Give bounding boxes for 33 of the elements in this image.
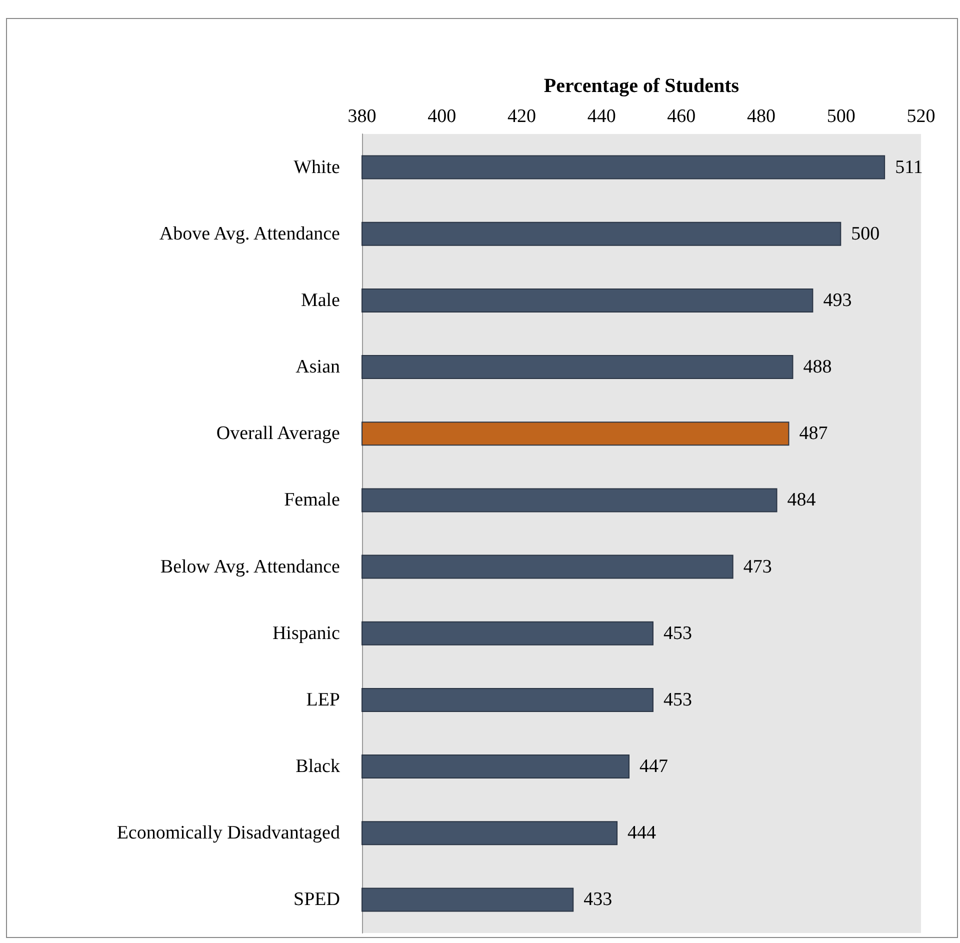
y-tick-label: Above Avg. Attendance bbox=[159, 223, 340, 244]
y-tick-label: White bbox=[294, 156, 340, 178]
y-tick-label: LEP bbox=[306, 689, 340, 710]
y-tick-label: Male bbox=[300, 290, 340, 311]
data-label: 444 bbox=[628, 822, 657, 844]
x-tick-label: 500 bbox=[826, 106, 856, 127]
y-tick-label: Economically Disadvantaged bbox=[116, 822, 340, 844]
data-label: 493 bbox=[823, 290, 852, 311]
data-label: 487 bbox=[799, 423, 828, 444]
data-label: 447 bbox=[640, 756, 668, 778]
x-axis-title: Percentage of Students bbox=[544, 75, 740, 97]
y-tick-label: Hispanic bbox=[272, 622, 340, 644]
data-label: 453 bbox=[663, 622, 692, 644]
data-label: 473 bbox=[743, 556, 772, 578]
x-tick-label: 400 bbox=[428, 106, 456, 127]
y-tick-label: Female bbox=[284, 490, 340, 511]
x-tick-label: 480 bbox=[747, 106, 776, 127]
data-label: 488 bbox=[803, 356, 832, 378]
y-tick-label: Below Avg. Attendance bbox=[160, 556, 340, 578]
data-label: 484 bbox=[787, 490, 816, 511]
data-label: 500 bbox=[851, 223, 880, 244]
data-label: 453 bbox=[663, 689, 692, 710]
data-label: 433 bbox=[584, 889, 612, 910]
y-tick-label: SPED bbox=[294, 889, 340, 910]
y-tick-label: Overall Average bbox=[216, 423, 340, 444]
x-tick-label: 460 bbox=[667, 106, 696, 127]
x-tick-label: 420 bbox=[507, 106, 536, 127]
x-tick-label: 380 bbox=[348, 106, 376, 127]
y-tick-label: Black bbox=[296, 756, 340, 778]
x-tick-label: 520 bbox=[906, 106, 936, 127]
x-tick-label: 440 bbox=[587, 106, 616, 127]
data-label: 511 bbox=[895, 156, 923, 178]
y-tick-label: Asian bbox=[296, 356, 340, 378]
